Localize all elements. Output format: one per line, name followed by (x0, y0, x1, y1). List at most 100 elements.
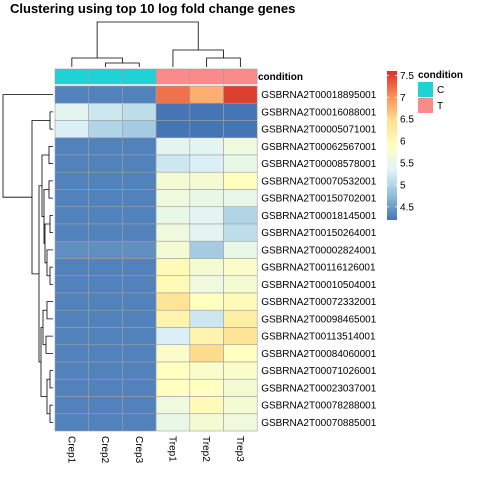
column-label: Trep1 (166, 436, 177, 462)
heatmap-cells (54, 85, 258, 432)
row-label: GSBRNA2T00070885001 (261, 418, 377, 429)
row-label: GSBRNA2T00084060001 (261, 349, 377, 360)
dendrogram-branch (44, 223, 50, 264)
heatmap-cell (88, 223, 123, 242)
heatmap-cell (189, 292, 224, 311)
heatmap-cell (88, 120, 123, 139)
heatmap-cell (54, 120, 90, 139)
colorbar-tick-label: 5 (400, 180, 406, 191)
row-label: GSBRNA2T00070532001 (261, 176, 377, 187)
heatmap-cell (189, 223, 224, 242)
condition-legend-title: condition (418, 70, 463, 81)
heatmap-cell (223, 344, 258, 363)
heatmap-cell (88, 206, 123, 225)
dendrogram-branch (206, 57, 241, 67)
heatmap-cell (189, 378, 224, 397)
heatmap-cell (189, 344, 224, 363)
heatmap-cell (88, 327, 123, 346)
heatmap-cell (88, 154, 123, 173)
heatmap-cell (88, 171, 123, 190)
colorbar-tick-label: 6.5 (400, 115, 414, 126)
heatmap-cell (54, 275, 90, 294)
heatmap-cell (54, 102, 90, 121)
heatmap-cell (189, 396, 224, 415)
heatmap-cell (155, 275, 191, 294)
heatmap-cell (155, 171, 191, 190)
heatmap-cell (223, 327, 258, 346)
heatmap-cell (54, 378, 90, 397)
heatmap-cell (122, 223, 157, 242)
heatmap-cell (223, 120, 258, 139)
heatmap-cell (223, 240, 258, 259)
heatmap-cell (88, 85, 123, 104)
heatmap-cell (223, 171, 258, 190)
heatmap-cell (223, 206, 258, 225)
heatmap-cell (189, 327, 224, 346)
heatmap-cell (88, 189, 123, 208)
heatmap-cell (122, 258, 157, 277)
row-label: GSBRNA2T00150702001 (261, 194, 377, 205)
heatmap-cell (54, 258, 90, 277)
column-label: Crep3 (133, 436, 144, 464)
dendrogram-branch (49, 111, 53, 130)
heatmap-cell (88, 361, 123, 380)
dendrogram-branch (46, 301, 53, 320)
condition-legend-swatch (418, 98, 433, 113)
dendrogram-branch (48, 180, 53, 199)
row-label: GSBRNA2T00071026001 (261, 366, 377, 377)
row-label: GSBRNA2T00116126001 (261, 263, 376, 274)
heatmap-cell (88, 309, 123, 328)
heatmap-cell (54, 154, 90, 173)
heatmap-cell (189, 189, 224, 208)
heatmap-cell (223, 378, 258, 397)
heatmap-cell (155, 413, 191, 432)
heatmap-cell (122, 154, 157, 173)
heatmap-cell (122, 85, 157, 104)
dendrogram-branch (49, 266, 53, 285)
heatmap-cell (88, 344, 123, 363)
heatmap-cell (155, 292, 191, 311)
heatmap-cell (223, 223, 258, 242)
heatmap-cell (223, 309, 258, 328)
dendrogram-branch (2, 94, 53, 198)
dendrogram-branch (49, 214, 53, 234)
heatmap-cell (122, 327, 157, 346)
heatmap-cell (155, 396, 191, 415)
heatmap-cell (189, 413, 224, 432)
heatmap-cell (155, 189, 191, 208)
heatmap-cell (88, 396, 123, 415)
row-label: GSBRNA2T00150264001 (261, 228, 377, 239)
heatmap-cell (54, 344, 90, 363)
column-label: Crep1 (65, 436, 76, 464)
heatmap-cell (54, 137, 90, 156)
row-label: GSBRNA2T00005071001 (261, 125, 377, 136)
column-label: Trep2 (200, 436, 211, 462)
heatmap-cell (54, 413, 90, 432)
heatmap-cell (189, 206, 224, 225)
heatmap-cell (223, 85, 258, 104)
heatmap-cell (155, 327, 191, 346)
color-scale-legend: 4.5 5 5.5 6 6.5 7 7.5 (387, 71, 414, 220)
heatmap-cell (54, 361, 90, 380)
heatmap-cell (223, 396, 258, 415)
heatmap-cell (122, 171, 157, 190)
heatmap-cell (189, 361, 224, 380)
heatmap-cell (122, 292, 157, 311)
column-labels: Crep1 Crep2 Crep3 Trep1 Trep2 Trep3 (65, 436, 245, 464)
heatmap-cell (189, 120, 224, 139)
heatmap-cell (189, 240, 224, 259)
heatmap-cell (122, 361, 157, 380)
dendrogram-branch (38, 185, 42, 363)
condition-annotation-cell (88, 68, 123, 85)
heatmap-cell (88, 240, 123, 259)
heatmap-cell (88, 137, 123, 156)
condition-annotation-bar (54, 68, 258, 85)
dendrogram-branch (96, 21, 199, 58)
row-label: GSBRNA2T00018145001 (261, 211, 377, 222)
heatmap-cell (122, 240, 157, 259)
heatmap-cell (223, 275, 258, 294)
heatmap-cell (122, 309, 157, 328)
heatmap-cell (54, 171, 90, 190)
heatmap-cell (122, 102, 157, 121)
